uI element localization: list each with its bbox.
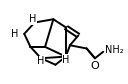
Text: NH₂: NH₂ — [105, 45, 124, 55]
Text: H: H — [37, 56, 45, 66]
Text: H: H — [29, 14, 36, 24]
Text: H: H — [62, 55, 70, 65]
Text: H: H — [11, 29, 19, 39]
Text: O: O — [91, 61, 99, 71]
